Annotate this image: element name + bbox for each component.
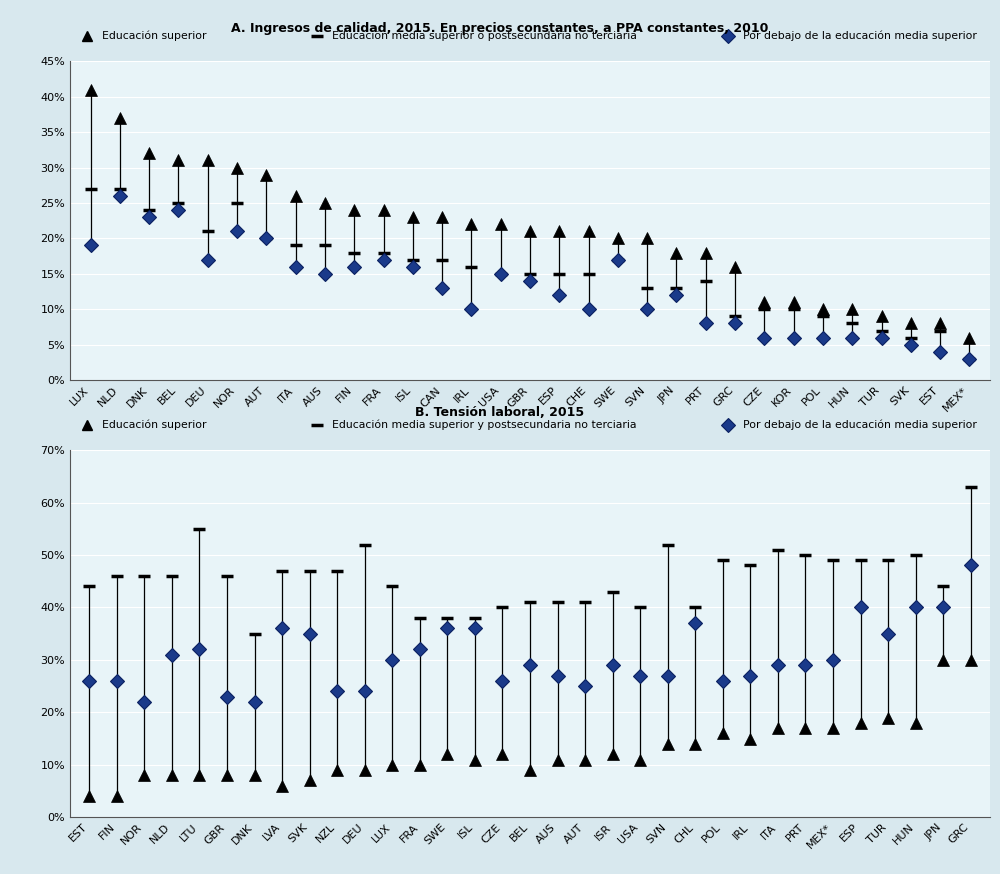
Text: B. Tensión laboral, 2015: B. Tensión laboral, 2015 (415, 406, 585, 420)
Text: Educación superior: Educación superior (102, 31, 207, 41)
Text: Educación superior: Educación superior (102, 420, 207, 430)
Text: A. Ingresos de calidad, 2015. En precios constantes, a PPA constantes, 2010: A. Ingresos de calidad, 2015. En precios… (231, 22, 769, 35)
Text: Educación media superior o postsecundaria no terciaria: Educación media superior o postsecundari… (332, 31, 637, 41)
Text: Por debajo de la educación media superior: Por debajo de la educación media superio… (743, 31, 977, 41)
Text: Por debajo de la educación media superior: Por debajo de la educación media superio… (743, 420, 977, 430)
Text: Educación media superior y postsecundaria no terciaria: Educación media superior y postsecundari… (332, 420, 637, 430)
